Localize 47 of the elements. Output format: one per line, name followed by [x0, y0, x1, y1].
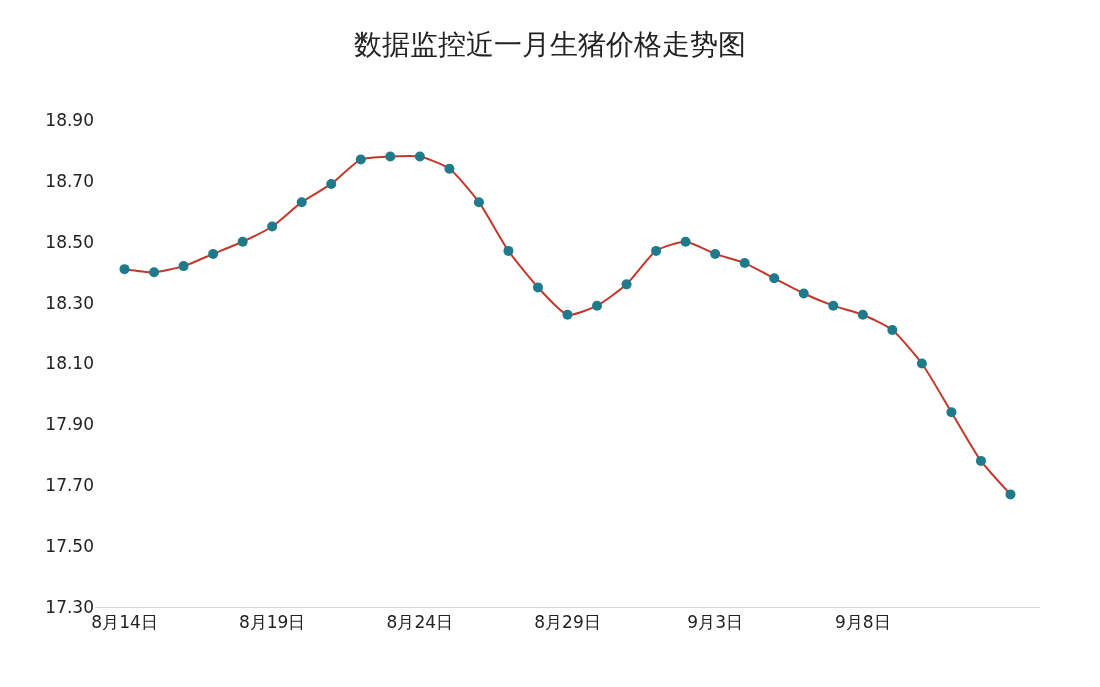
y-tick-label: 17.50	[45, 536, 94, 557]
y-tick-label: 18.50	[45, 231, 94, 252]
point	[562, 309, 573, 320]
chart-title: 数据监控近一月生猪价格走势图	[354, 27, 746, 61]
point	[532, 282, 543, 293]
point	[798, 288, 809, 299]
x-tick-label: 9月8日	[834, 612, 891, 633]
point	[414, 151, 425, 162]
point	[769, 273, 780, 284]
point	[149, 267, 160, 278]
point	[444, 163, 455, 174]
point	[1005, 489, 1016, 500]
x-tick-label: 9月3日	[687, 612, 743, 633]
point	[975, 455, 986, 466]
point	[208, 248, 219, 259]
point	[296, 197, 307, 208]
point	[710, 248, 721, 259]
point	[887, 325, 898, 336]
point	[916, 358, 927, 369]
point	[592, 300, 603, 311]
point	[385, 151, 396, 162]
y-tick-label: 18.10	[45, 353, 94, 374]
x-tick-label: 8月14日	[91, 612, 158, 633]
point	[621, 279, 632, 290]
y-tick-label: 18.30	[45, 292, 94, 313]
x-tick-label: 8月24日	[386, 612, 454, 633]
point	[739, 258, 750, 269]
point	[651, 245, 662, 256]
point	[680, 236, 691, 247]
point	[355, 154, 366, 165]
point	[237, 236, 248, 247]
point	[267, 221, 278, 232]
x-tick-label: 8月29日	[534, 612, 601, 633]
y-tick-label: 18.90	[45, 109, 94, 130]
y-tick-label: 18.70	[45, 170, 94, 191]
x-tick-label: 8月19日	[238, 612, 306, 633]
point	[857, 309, 868, 320]
y-tick-label: 17.30	[45, 596, 94, 617]
point	[119, 264, 130, 275]
point	[326, 178, 337, 189]
y-tick-label: 17.90	[45, 414, 94, 435]
point	[473, 197, 484, 208]
point	[178, 261, 189, 272]
point	[503, 245, 514, 256]
point	[828, 300, 839, 311]
point	[946, 407, 957, 418]
y-tick-label: 17.70	[45, 475, 94, 496]
